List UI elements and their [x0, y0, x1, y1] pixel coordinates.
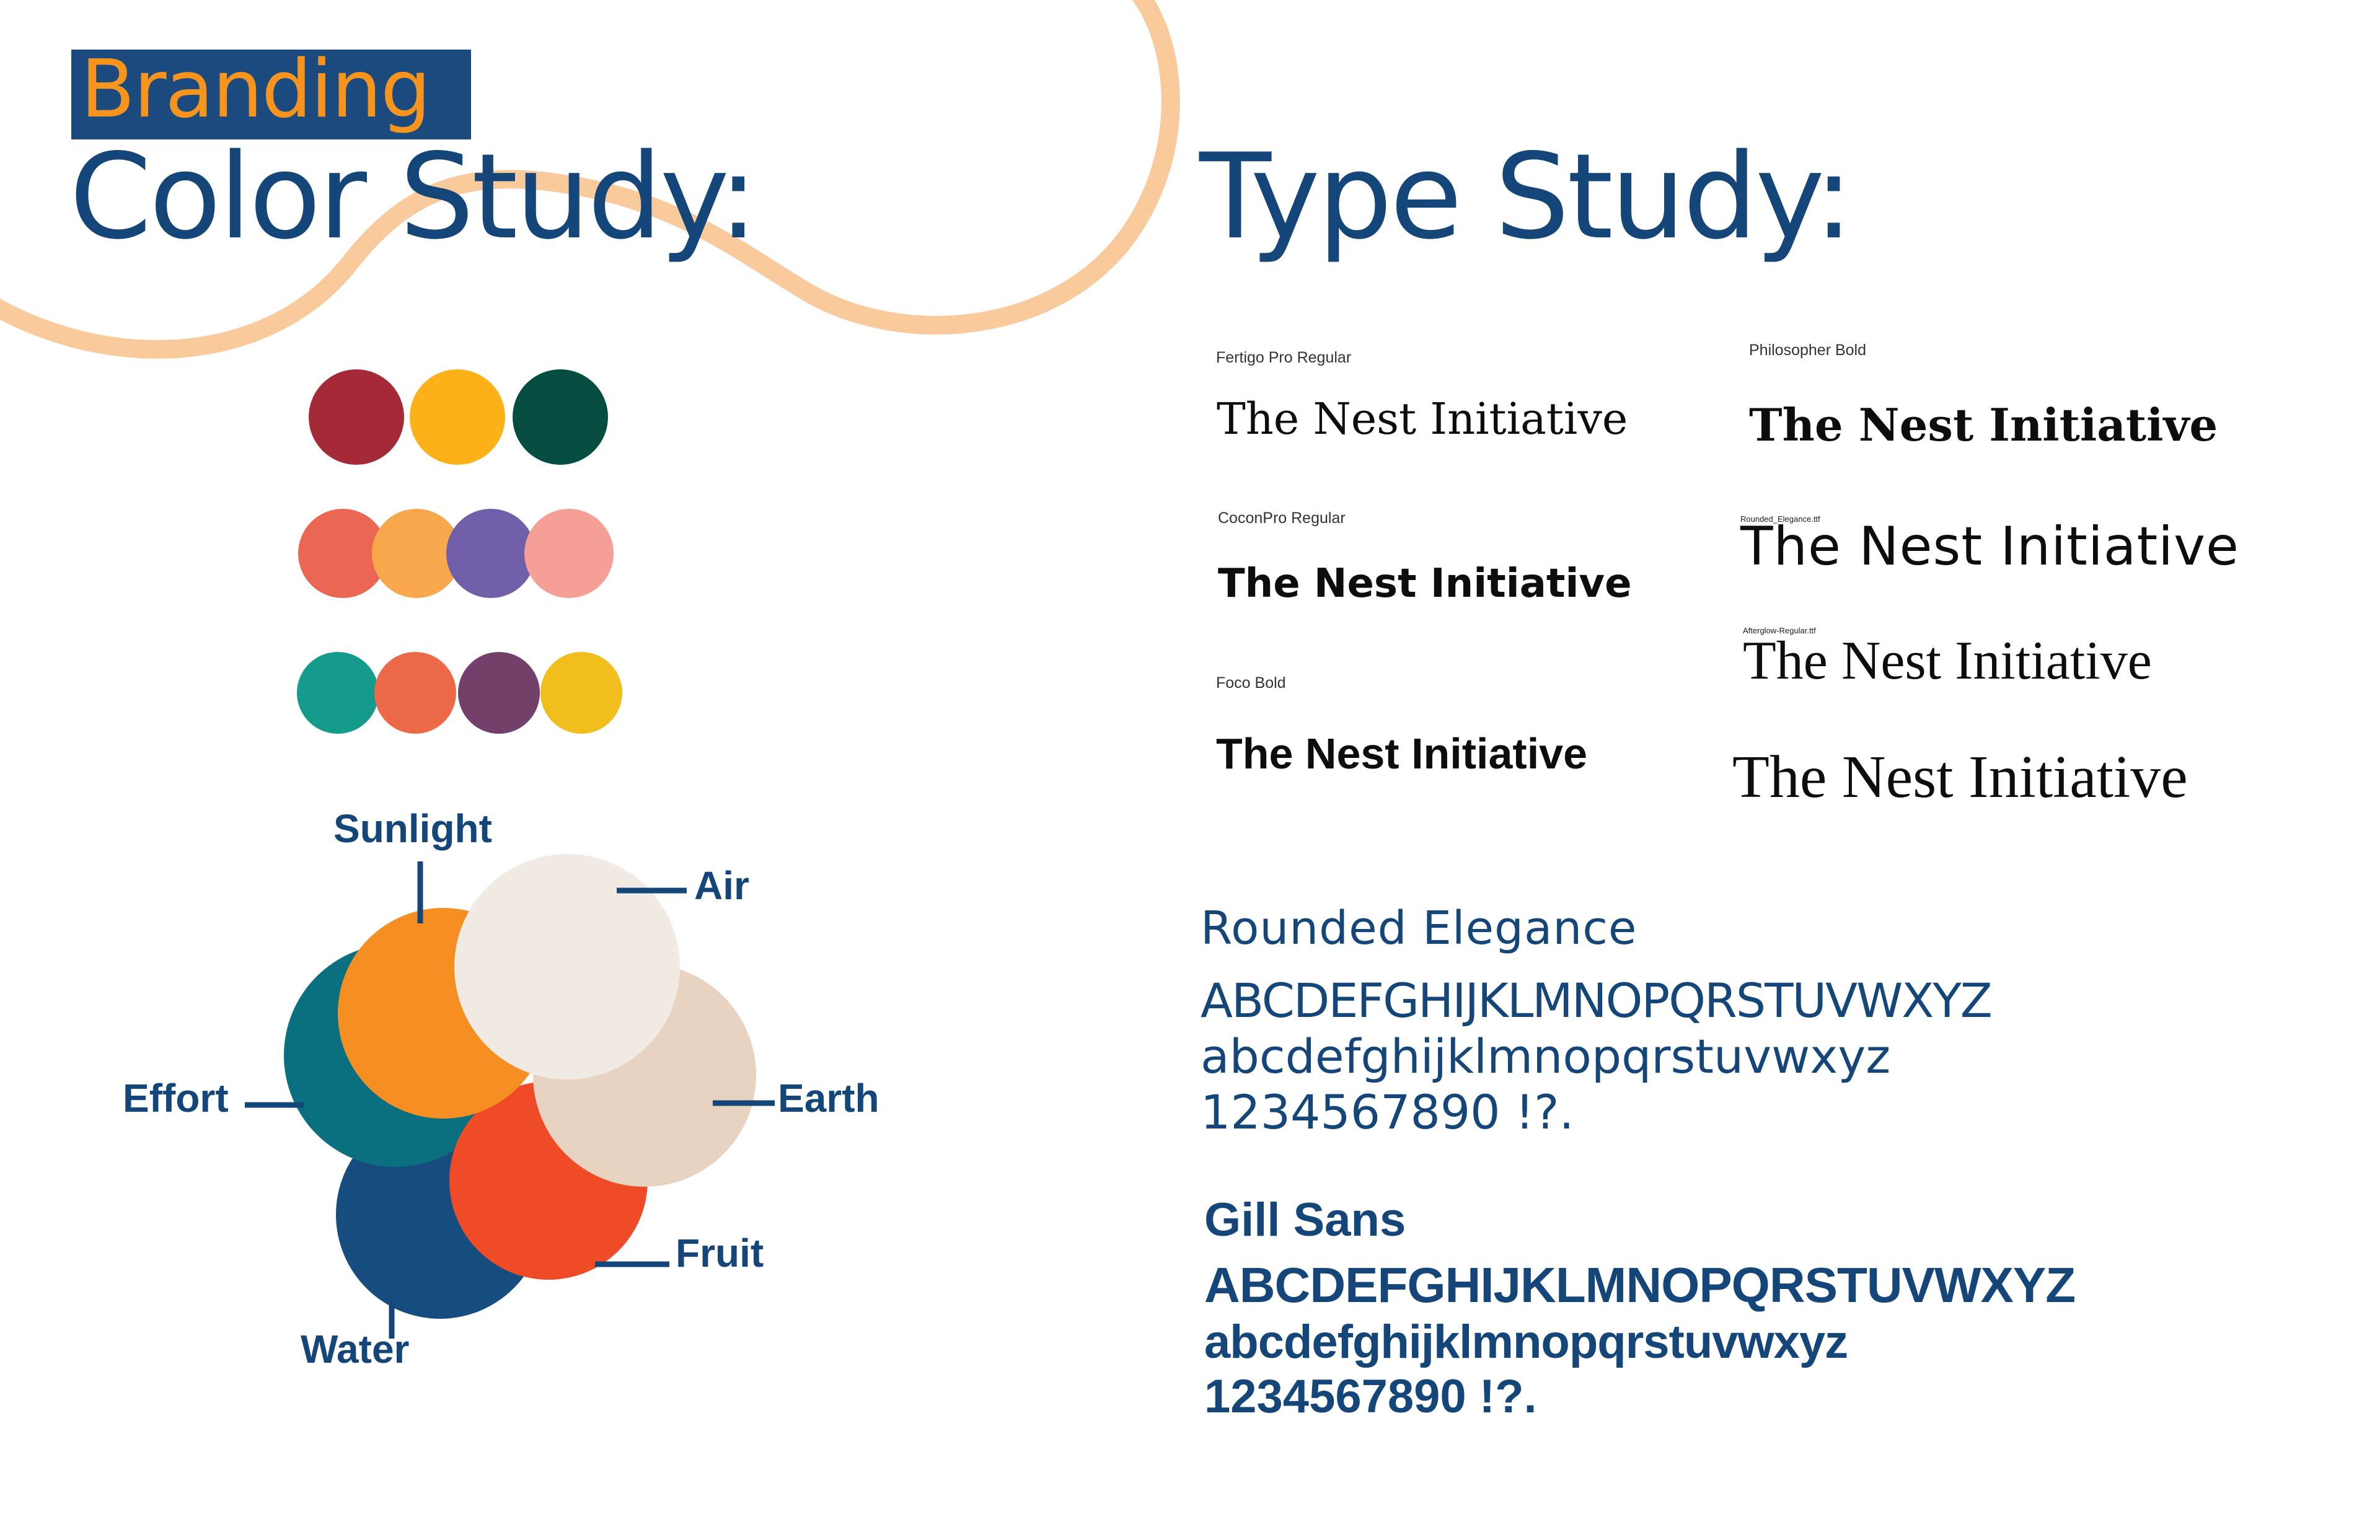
label-fruit: Fruit: [676, 1231, 764, 1275]
swatch-row3-3: [458, 652, 540, 734]
swatch-row1-3: [513, 369, 608, 465]
wave-line: [0, 0, 1180, 359]
sample-philosopher: The Nest Initiative: [1749, 398, 2218, 451]
label-earth: Earth: [778, 1076, 879, 1120]
color-study-title: Color Study:: [69, 128, 758, 265]
swatch-row2-3: [446, 509, 536, 598]
type-study-title: Type Study:: [1199, 128, 1854, 265]
label-effort: Effort: [123, 1076, 229, 1120]
specimen-gill-digits: 1234567890 !?.: [1204, 1370, 1537, 1423]
branding-badge: [71, 50, 471, 139]
specimen-gill-name: Gill Sans: [1204, 1194, 1406, 1246]
swatch-row3-4: [540, 652, 622, 734]
font-label-philosopher: Philosopher Bold: [1749, 341, 1867, 359]
font-label-foco: Foco Bold: [1216, 674, 1286, 692]
specimen-gill-lower: abcdefghijklmnopqrstuvwxyz: [1204, 1316, 1848, 1368]
sample-extra: The Nest Initiative: [1732, 744, 2188, 811]
specimen-rounded-upper: ABCDEFGHIJKLMNOPQRSTUVWXYZ: [1201, 973, 1993, 1028]
swatch-row2-2: [372, 509, 461, 598]
label-sunlight: Sunlight: [333, 806, 492, 851]
sample-fertigo: The Nest Initiative: [1217, 394, 1628, 444]
font-label-afterglow: Afterglow-Regular.ttf: [1743, 626, 1816, 635]
color-flower: [284, 854, 756, 1319]
flower-label-lines: [245, 861, 775, 1339]
specimen-gill-upper: ABCDEFGHIJKLMNOPQRSTUVWXYZ: [1204, 1257, 2076, 1313]
swatch-row2-4: [524, 509, 614, 598]
swatch-row1-1: [309, 369, 404, 465]
specimen-rounded-digits: 1234567890 !?.: [1201, 1085, 1574, 1140]
swatch-row3-2: [374, 652, 456, 734]
font-label-fertigo: Fertigo Pro Regular: [1216, 349, 1352, 366]
swatch-row1-2: [410, 369, 505, 465]
swatch-row3-1: [297, 652, 379, 734]
font-label-rounded: Rounded_Elegance.ttf: [1740, 514, 1820, 524]
petal-air: [454, 854, 680, 1080]
palette-swatches: [297, 369, 622, 734]
branding-label: Branding: [81, 43, 431, 136]
sample-afterglow: The Nest Initiative: [1743, 631, 2152, 691]
specimen-rounded-name: Rounded Elegance: [1201, 902, 1637, 955]
label-water: Water: [301, 1327, 410, 1371]
font-label-cocon: CoconPro Regular: [1218, 509, 1346, 527]
swatch-row2-1: [298, 509, 387, 598]
specimen-rounded-lower: abcdefghijklmnopqrstuvwxyz: [1201, 1029, 1891, 1084]
sample-foco: The Nest Initiative: [1216, 729, 1588, 778]
label-air: Air: [694, 863, 749, 908]
sample-cocon: The Nest Initiative: [1218, 561, 1632, 607]
sample-rounded: The Nest Initiative: [1740, 516, 2239, 578]
